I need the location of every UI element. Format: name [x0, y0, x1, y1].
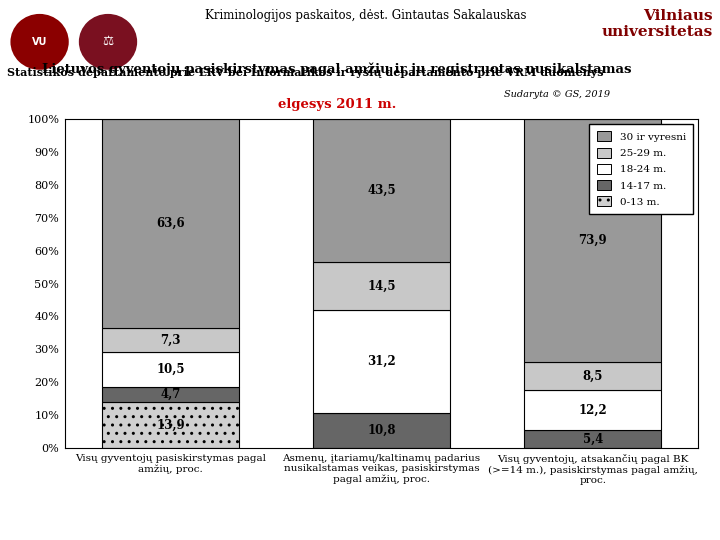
Circle shape	[11, 14, 69, 70]
Text: 4,7: 4,7	[161, 388, 181, 401]
Text: Sudaryta © GS, 2019: Sudaryta © GS, 2019	[504, 90, 610, 99]
Text: 13,9: 13,9	[156, 419, 185, 432]
Text: 10,5: 10,5	[156, 363, 184, 376]
Text: 5,4: 5,4	[582, 433, 603, 446]
Text: ⚖: ⚖	[102, 35, 114, 49]
Text: VU: VU	[32, 37, 48, 47]
Text: 63,6: 63,6	[156, 217, 185, 230]
Legend: 30 ir vyresni, 25-29 m., 18-24 m., 14-17 m., 0-13 m.: 30 ir vyresni, 25-29 m., 18-24 m., 14-17…	[590, 124, 693, 214]
Bar	[102, 387, 239, 402]
Circle shape	[78, 14, 137, 70]
Bar	[524, 362, 662, 390]
Text: 10,8: 10,8	[367, 424, 396, 437]
Bar	[102, 119, 239, 328]
Text: elgesys 2011 m.: elgesys 2011 m.	[278, 98, 397, 111]
Text: Lietuvos gyventojų pasiskirstymas pagal amžių ir jų registruotas nusikalstamas: Lietuvos gyventojų pasiskirstymas pagal …	[42, 63, 632, 76]
Text: 7,3: 7,3	[160, 334, 181, 347]
Text: Kriminologijos paskaitos, dėst. Gintautas Sakalauskas: Kriminologijos paskaitos, dėst. Gintauta…	[205, 9, 527, 22]
Text: 43,5: 43,5	[367, 184, 396, 197]
Bar	[313, 119, 450, 262]
Text: 12,2: 12,2	[578, 404, 607, 417]
Text: 31,2: 31,2	[367, 355, 396, 368]
Bar	[102, 402, 239, 448]
Bar	[313, 413, 450, 448]
Text: 73,9: 73,9	[578, 234, 607, 247]
Bar	[313, 262, 450, 310]
Bar	[102, 328, 239, 352]
Text: 14,5: 14,5	[367, 280, 396, 293]
Text: Statistikos departamento prie LRV bei Informatikos ir ryšių departamento prie VR: Statistikos departamento prie LRV bei In…	[7, 67, 604, 78]
Text: Vilniaus
universitetas: Vilniaus universitetas	[601, 9, 713, 39]
Bar	[102, 352, 239, 387]
Bar	[313, 310, 450, 413]
Bar	[524, 119, 662, 362]
Bar	[524, 390, 662, 430]
Bar	[524, 430, 662, 448]
Text: 8,5: 8,5	[582, 370, 603, 383]
